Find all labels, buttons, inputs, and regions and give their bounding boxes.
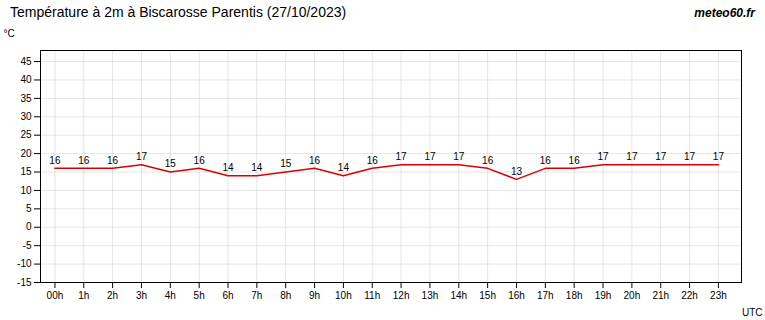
- svg-text:14: 14: [251, 162, 263, 173]
- svg-text:17: 17: [136, 151, 148, 162]
- svg-text:18h: 18h: [566, 290, 583, 301]
- svg-text:16: 16: [367, 155, 379, 166]
- svg-text:16h: 16h: [508, 290, 525, 301]
- svg-text:16: 16: [540, 155, 552, 166]
- svg-text:16: 16: [569, 155, 581, 166]
- svg-text:14: 14: [338, 162, 350, 173]
- svg-text:00h: 00h: [47, 290, 64, 301]
- svg-text:17: 17: [396, 151, 408, 162]
- svg-text:16: 16: [107, 155, 119, 166]
- svg-text:16: 16: [194, 155, 206, 166]
- svg-text:14h: 14h: [450, 290, 467, 301]
- svg-text:-5: -5: [23, 240, 32, 251]
- svg-text:16: 16: [482, 155, 494, 166]
- svg-text:12h: 12h: [393, 290, 410, 301]
- svg-text:0: 0: [26, 221, 32, 232]
- svg-text:35: 35: [20, 93, 32, 104]
- svg-text:22h: 22h: [681, 290, 698, 301]
- svg-text:16: 16: [309, 155, 321, 166]
- svg-text:17: 17: [713, 151, 725, 162]
- svg-text:15h: 15h: [479, 290, 496, 301]
- svg-text:20h: 20h: [624, 290, 641, 301]
- svg-text:16: 16: [78, 155, 90, 166]
- svg-text:-10: -10: [17, 258, 32, 269]
- svg-text:UTC: UTC: [742, 307, 763, 318]
- svg-text:21h: 21h: [652, 290, 669, 301]
- svg-text:5h: 5h: [194, 290, 205, 301]
- html-text:Température à 2m à Biscarosse: Température à 2m à Biscarosse Parentis (…: [10, 4, 347, 20]
- svg-text:17: 17: [626, 151, 638, 162]
- svg-text:15: 15: [20, 166, 32, 177]
- svg-text:17h: 17h: [537, 290, 554, 301]
- svg-text:25: 25: [20, 129, 32, 140]
- svg-text:13h: 13h: [422, 290, 439, 301]
- svg-text:3h: 3h: [136, 290, 147, 301]
- svg-text:1h: 1h: [78, 290, 89, 301]
- svg-text:17: 17: [597, 151, 609, 162]
- svg-text:17: 17: [424, 151, 436, 162]
- svg-text:2h: 2h: [107, 290, 118, 301]
- svg-text:13: 13: [511, 166, 523, 177]
- svg-text:6h: 6h: [222, 290, 233, 301]
- svg-text:8h: 8h: [280, 290, 291, 301]
- svg-text:17: 17: [655, 151, 667, 162]
- svg-text:20: 20: [20, 148, 32, 159]
- svg-text:15: 15: [165, 158, 177, 169]
- svg-text:17: 17: [684, 151, 696, 162]
- svg-text:45: 45: [20, 56, 32, 67]
- svg-text:19h: 19h: [595, 290, 612, 301]
- svg-text:16: 16: [49, 155, 61, 166]
- svg-text:7h: 7h: [251, 290, 262, 301]
- svg-text:11h: 11h: [364, 290, 380, 301]
- svg-text:-15: -15: [17, 277, 32, 288]
- svg-text:10: 10: [20, 185, 32, 196]
- svg-text:°C: °C: [4, 28, 15, 39]
- svg-text:15: 15: [280, 158, 292, 169]
- html-text:meteo60.fr: meteo60.fr: [694, 6, 755, 20]
- svg-text:4h: 4h: [165, 290, 176, 301]
- svg-text:17: 17: [453, 151, 465, 162]
- svg-text:14: 14: [222, 162, 234, 173]
- svg-text:30: 30: [20, 111, 32, 122]
- svg-text:9h: 9h: [309, 290, 320, 301]
- svg-text:23h: 23h: [710, 290, 727, 301]
- svg-text:10h: 10h: [335, 290, 352, 301]
- svg-text:5: 5: [26, 203, 32, 214]
- svg-text:40: 40: [20, 74, 32, 85]
